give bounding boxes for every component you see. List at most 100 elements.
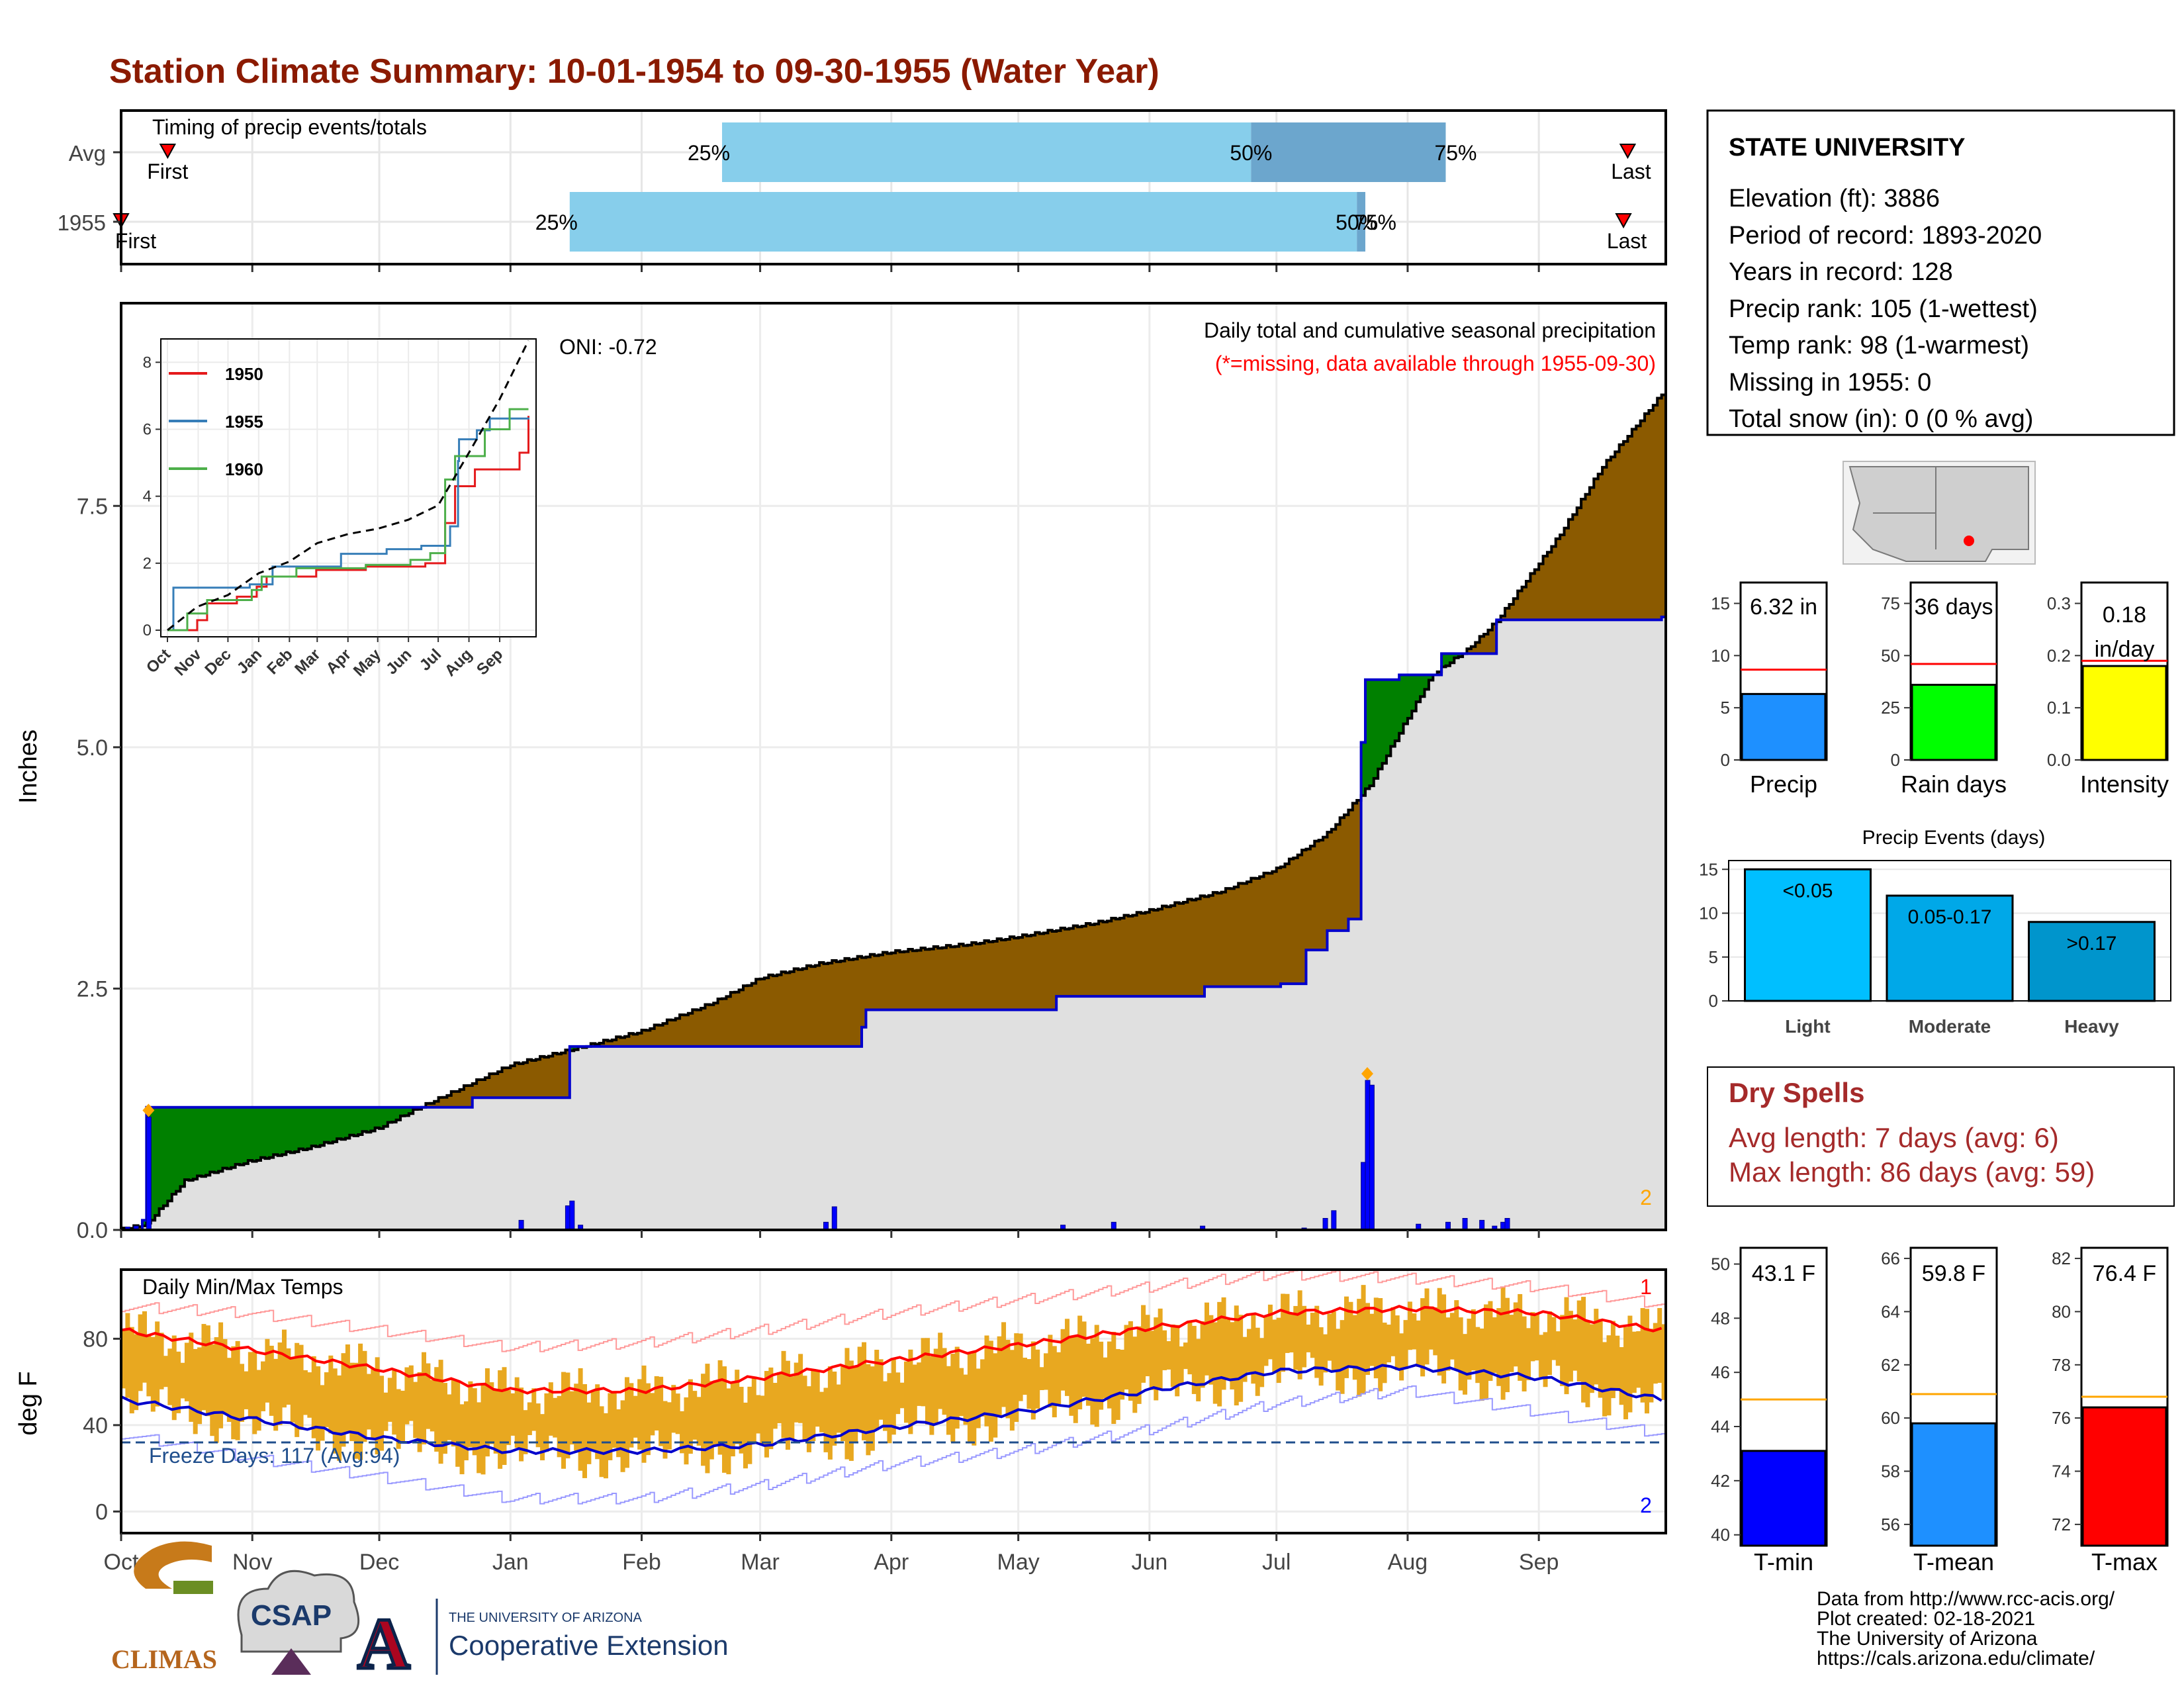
daily-temp-bar [1467, 1319, 1472, 1380]
daily-temp-bar [595, 1384, 600, 1460]
daily-temp-bar [1348, 1301, 1353, 1368]
events-panel: 0 5 10 15 <0.05 Light 0.05-0.17 Moderate >0.17 He… [1699, 859, 2171, 1037]
daily-temp-bar [1382, 1323, 1387, 1383]
events-ytick-label: 15 [1699, 859, 1718, 879]
daily-temp-bar [540, 1414, 545, 1461]
events-bar-label: <0.05 [1783, 880, 1833, 902]
temps-xtick-label: Jan [492, 1550, 529, 1575]
daily-temp-bar [1437, 1288, 1442, 1376]
daily-temp-bar [603, 1413, 608, 1479]
daily-temp-bar [553, 1397, 558, 1438]
timing-frame [120, 109, 1667, 265]
timing-bar-25-50 [569, 192, 1357, 252]
daily-temp-bar [468, 1381, 473, 1448]
temps-title: Daily Min/Max Temps [142, 1275, 343, 1299]
temp-summary-ytick-label: 58 [1881, 1462, 1900, 1481]
legend-label-1955: 1955 [225, 412, 263, 432]
inset-legend: 1950 1955 1960 [169, 364, 263, 479]
daily-temp-bar [345, 1344, 350, 1434]
daily-temp-bar [1255, 1327, 1260, 1396]
daily-temp-bar [1259, 1338, 1265, 1387]
daily-temp-bar [582, 1383, 587, 1478]
daily-temp-bar [514, 1377, 520, 1448]
temps-xtick-label: Apr [874, 1550, 909, 1575]
credit-line: The University of Arizona [1817, 1628, 2038, 1650]
daily-temp-bar [189, 1333, 194, 1422]
precip-ylabel: Inches [15, 729, 42, 804]
daily-temp-bar [1428, 1306, 1433, 1350]
totals-raindays-value: 36 days [1914, 594, 1993, 620]
daily-temp-bar [422, 1352, 427, 1445]
daily-temp-bar [1645, 1309, 1650, 1414]
daily-precip-bar [1479, 1219, 1485, 1231]
daily-temp-bar [1509, 1315, 1514, 1372]
first-event-marker [159, 144, 177, 160]
daily-temp-bar [1234, 1305, 1239, 1406]
credit-line: Plot created: 02-18-2021 [1817, 1608, 2035, 1630]
totals-labels: Precip 6.32 in Rain days 36 days Intensi… [1750, 594, 2169, 798]
total-ytick-label: 75 [1881, 594, 1900, 614]
daily-temp-bar [980, 1359, 985, 1417]
daily-temp-bar [1221, 1297, 1226, 1390]
daily-temp-bar [1547, 1311, 1552, 1376]
daily-temp-bar [976, 1368, 981, 1429]
total-ytick-label: 0 [1891, 750, 1900, 770]
daily-temp-bar [510, 1393, 516, 1436]
temp-summary-ytick-label: 74 [2052, 1462, 2071, 1481]
daily-temp-bar [781, 1350, 786, 1438]
daily-temp-bar [967, 1354, 972, 1444]
daily-temp-bar [709, 1381, 714, 1460]
deficit-area [422, 1050, 570, 1107]
daily-temp-bar [548, 1382, 553, 1436]
daily-temp-bar [929, 1356, 934, 1435]
daily-temp-bar [459, 1404, 465, 1475]
daily-temp-bar [240, 1364, 245, 1422]
daily-temp-bar [328, 1355, 334, 1434]
daily-temp-bar [1276, 1317, 1281, 1383]
daily-temp-bar [608, 1393, 613, 1460]
daily-temp-bar [1111, 1331, 1116, 1425]
daily-temp-bar [616, 1409, 621, 1458]
daily-temp-bar [1327, 1313, 1332, 1361]
daily-temp-bar [277, 1342, 283, 1425]
daily-temp-bar [629, 1383, 634, 1448]
daily-temp-bar [1640, 1308, 1645, 1403]
daily-temp-bar [1132, 1336, 1138, 1413]
daily-temp-bar [696, 1397, 702, 1446]
daily-temp-bar [832, 1371, 837, 1446]
precip-areas [121, 393, 1666, 1231]
first-event-label: First [147, 160, 188, 183]
daily-precip-bar [831, 1206, 837, 1231]
daily-temp-bar [1191, 1325, 1197, 1394]
precip-ytick-label: 2.5 [77, 976, 108, 1002]
daily-temp-bar [1568, 1311, 1573, 1382]
daily-temp-bar [590, 1390, 596, 1452]
daily-temp-bar [1060, 1329, 1066, 1391]
inset-series-line [167, 416, 530, 632]
daily-temp-bar [1492, 1317, 1497, 1373]
daily-precip-bar [1331, 1210, 1337, 1231]
inset-series-line [167, 417, 530, 632]
daily-temp-bar [1449, 1313, 1455, 1360]
daily-temp-bar [413, 1382, 418, 1438]
daily-temp-bar [954, 1346, 960, 1429]
daily-temp-bar [1107, 1341, 1112, 1409]
daily-temp-bar [218, 1322, 224, 1429]
daily-temp-bar [645, 1383, 651, 1456]
daily-temp-bar [620, 1400, 625, 1472]
credit-line: https://cals.arizona.edu/climate/ [1817, 1648, 2095, 1669]
daily-temp-bar [963, 1374, 968, 1425]
daily-temp-bar [1200, 1321, 1205, 1388]
daily-temp-bar [891, 1358, 896, 1435]
daily-temp-bar [226, 1358, 232, 1423]
totals-panels: 0 5 10 15 0 25 50 75 0.0 0.1 0.2 0.3 [1711, 581, 2169, 770]
daily-temp-bar [747, 1386, 752, 1464]
climas-logo-text: CLIMAS [111, 1644, 217, 1674]
events-category-label: Heavy [2064, 1016, 2119, 1037]
daily-temp-bar [743, 1402, 748, 1469]
total-bar [1741, 692, 1827, 761]
daily-temp-bar [917, 1362, 922, 1406]
daily-temp-bar [1145, 1315, 1150, 1377]
daily-temp-bar [641, 1365, 647, 1463]
